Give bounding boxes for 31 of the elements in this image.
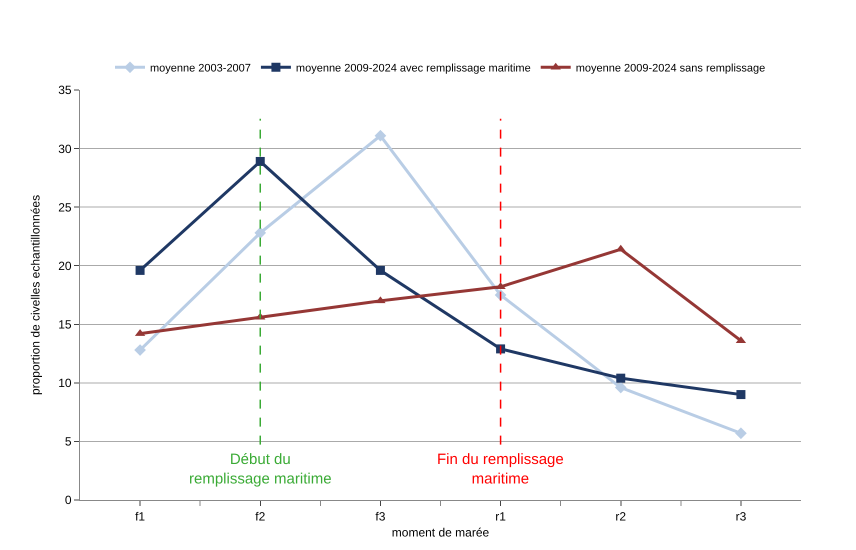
point [254, 227, 266, 239]
point [374, 130, 386, 142]
y-tick-label: 0 [64, 493, 72, 508]
point [735, 427, 747, 440]
y-tick-label: 5 [64, 434, 72, 449]
legend-label: moyenne 2009-2024 avec remplissage maritime [296, 62, 531, 75]
y-axis-title: proportion de civelles echantillonnées [28, 194, 43, 396]
point [376, 266, 385, 275]
point [256, 156, 265, 166]
point [136, 266, 145, 275]
y-tick-label: 25 [58, 200, 72, 214]
y-tick-label: 35 [58, 83, 72, 98]
x-tick-label: f2 [255, 509, 266, 524]
point [134, 344, 146, 356]
x-tick-label: f3 [375, 509, 386, 524]
y-tick-label: 20 [58, 258, 72, 273]
x-tick-label: r1 [495, 509, 506, 524]
point [614, 382, 627, 394]
legend-label: moyenne 2003-2007 [150, 62, 251, 75]
x-tick-label: f1 [135, 509, 146, 524]
x-axis-title: moment de marée [392, 525, 490, 540]
x-tick-label: r2 [615, 509, 626, 524]
ref-line-label: Début du remplissage maritime [189, 451, 332, 488]
point [616, 374, 626, 383]
x-tick-label: r3 [736, 509, 747, 524]
point [736, 390, 746, 400]
legend-label: moyenne 2009-2024 sans remplissage [576, 62, 766, 75]
y-tick-label: 30 [58, 142, 72, 156]
y-tick-label: 15 [58, 317, 72, 332]
y-tick-label: 10 [58, 376, 72, 390]
ref-line-label: Fin du remplissage maritime [437, 451, 564, 488]
